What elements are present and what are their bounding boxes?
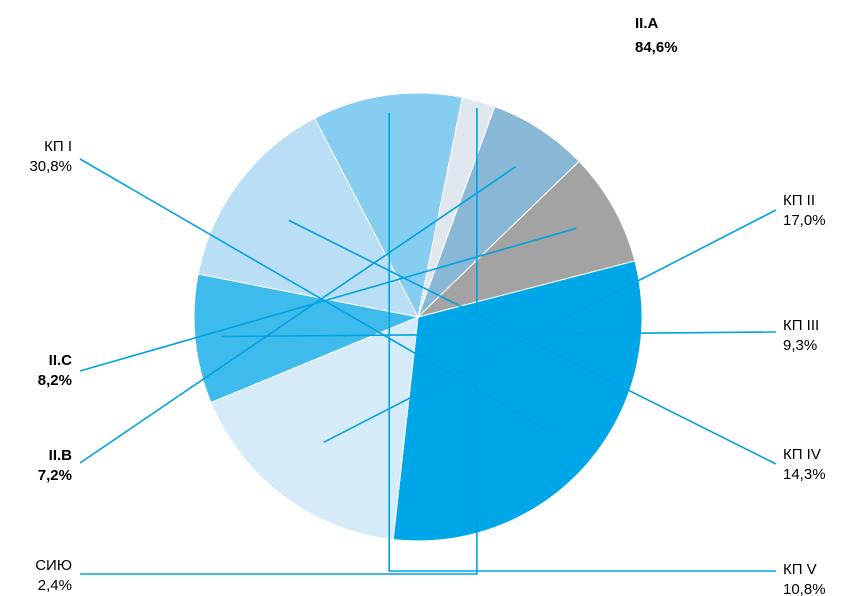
slice-5-value-label: 10,8% (783, 581, 826, 596)
pie-slices (193, 92, 643, 542)
group-annotation: II.A 84,6% (635, 15, 678, 56)
group-annotation-value: 84,6% (635, 39, 678, 56)
slice-labels: КП I 30,8% КП II 17,0% КП III 9,3% КП IV 14,3% К… (29, 138, 825, 596)
slice-4 (197, 117, 419, 318)
slice-6-label: СИЮ (35, 557, 72, 574)
slice-7 (417, 105, 580, 318)
slice-7-label: II.B (49, 447, 73, 464)
slice-8 (416, 160, 636, 318)
slice-3-value-label: 9,3% (783, 337, 817, 354)
slice-8-label: II.C (49, 352, 73, 369)
slice-2-label: КП II (783, 192, 815, 209)
slice-7-value-label: 7,2% (38, 467, 72, 484)
slice-6-value-label: 2,4% (38, 577, 72, 594)
group-annotation-label: II.A (635, 15, 659, 32)
slice-4-leader-line (288, 219, 777, 465)
slice-5-leader-line (388, 112, 776, 572)
slice-2 (210, 316, 419, 541)
slice-1-label: КП I (44, 138, 72, 155)
slice-4-label: КП IV (783, 446, 821, 463)
slice-7-leader-line (79, 166, 517, 464)
slice-1-leader-line (79, 158, 551, 433)
slice-2-value-label: 17,0% (783, 212, 826, 229)
slice-1 (392, 260, 643, 542)
slice-3-leader-line (221, 331, 777, 338)
slice-5-label: КП V (783, 561, 817, 578)
slice-6-leader-line (80, 107, 478, 575)
slice-3-label: КП III (783, 317, 819, 334)
slice-8-value-label: 8,2% (38, 372, 72, 389)
slice-8-leader-line (79, 227, 577, 372)
slice-2-leader-line (323, 209, 777, 444)
leader-lines (79, 107, 777, 575)
slice-1-value-label: 30,8% (29, 158, 72, 175)
slice-4-value-label: 14,3% (783, 466, 826, 483)
